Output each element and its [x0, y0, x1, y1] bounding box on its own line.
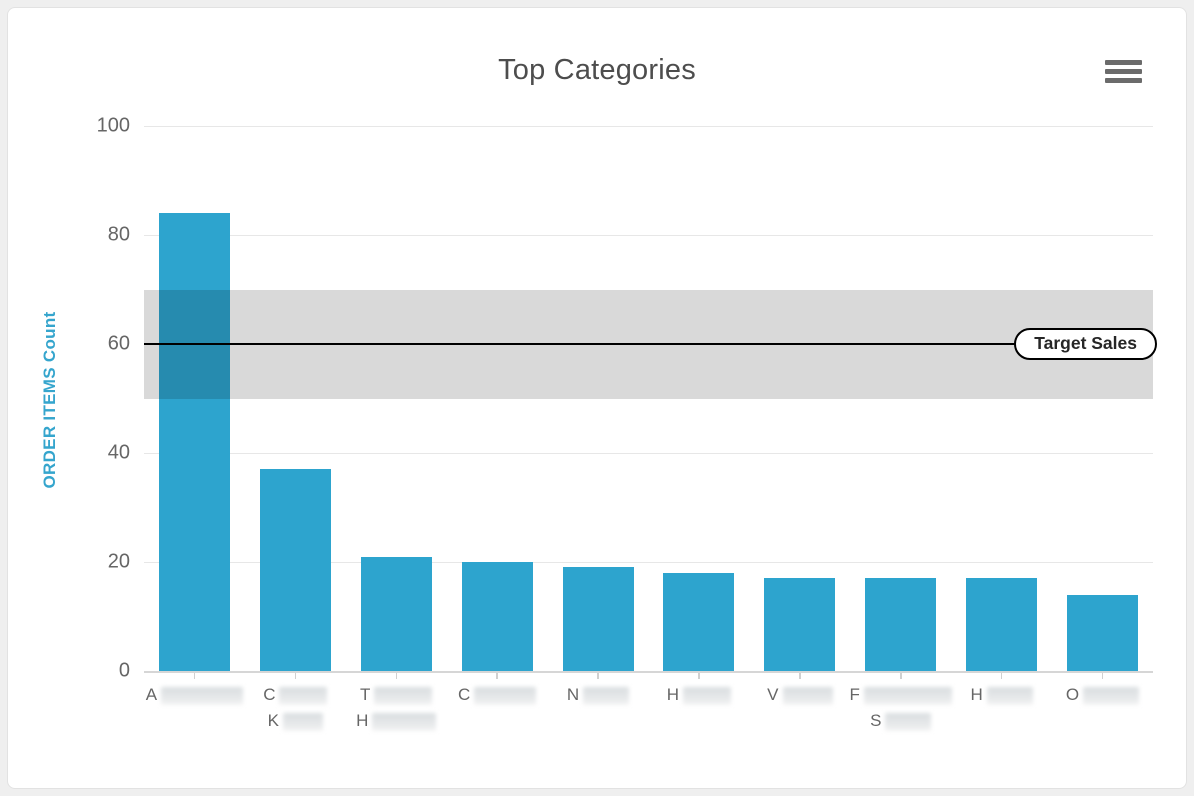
x-label-line: K: [235, 711, 356, 731]
x-label-line: S: [840, 711, 961, 731]
x-tick-9: [1000, 673, 1003, 679]
chart-title: Top Categories: [498, 54, 696, 86]
redacted-text-block: [372, 712, 437, 731]
x-tick-7: [799, 673, 801, 679]
redacted-text-block: [283, 712, 323, 731]
x-axis-label-9: H: [941, 685, 1062, 711]
x-label-prefix: K: [267, 711, 279, 730]
x-label-prefix: O: [1065, 685, 1080, 704]
x-axis-label-4: C: [437, 685, 558, 711]
x-label-line: N: [538, 685, 659, 705]
redacted-text-block: [863, 686, 952, 705]
target-line-label: Target Sales: [1014, 328, 1157, 360]
y-tick-label-0: 0: [118, 659, 130, 682]
x-label-prefix: N: [566, 685, 580, 704]
redacted-text-block: [885, 712, 932, 731]
redacted-text-block: [986, 686, 1033, 705]
x-label-prefix: T: [360, 685, 371, 704]
x-label-line: O: [1042, 685, 1163, 705]
bar-category-1[interactable]: [158, 213, 230, 671]
gridline-80: [144, 234, 1153, 236]
gridline-20: [144, 561, 1153, 563]
x-label-line: A: [134, 685, 255, 705]
gridline-100: [144, 125, 1153, 127]
x-label-prefix: V: [767, 685, 779, 704]
bar-category-2[interactable]: [259, 469, 331, 671]
x-label-prefix: H: [970, 685, 983, 704]
target-line: [144, 343, 1153, 345]
redacted-text-block: [583, 686, 630, 705]
x-tick-8: [900, 673, 902, 679]
x-label-prefix: C: [457, 685, 471, 704]
y-tick-label-60: 60: [107, 332, 130, 355]
x-label-prefix: C: [263, 685, 276, 704]
x-label-prefix: F: [849, 685, 860, 704]
bar-category-10[interactable]: [1067, 594, 1139, 671]
x-tick-1: [193, 673, 196, 679]
x-tick-6: [698, 673, 700, 679]
x-axis-label-5: N: [538, 685, 659, 711]
redacted-text-block: [474, 686, 537, 705]
bar-category-9[interactable]: [966, 578, 1038, 671]
x-axis-label-10: O: [1042, 685, 1163, 711]
x-label-line: F: [840, 685, 961, 705]
x-label-prefix: A: [145, 685, 158, 704]
hamburger-menu-icon: [1105, 60, 1155, 83]
x-label-prefix: S: [870, 711, 882, 730]
x-tick-5: [597, 673, 599, 679]
x-tick-4: [496, 673, 498, 679]
y-tick-label-80: 80: [107, 223, 130, 246]
x-label-line: T: [336, 685, 457, 705]
redacted-text-block: [161, 686, 244, 705]
y-tick-label-100: 100: [96, 114, 130, 137]
export-menu-button[interactable]: [1105, 60, 1155, 100]
x-axis-label-7: V: [739, 685, 860, 711]
redacted-text-block: [374, 686, 433, 705]
y-tick-label-20: 20: [107, 550, 130, 573]
x-axis-line: [144, 671, 1153, 673]
redacted-text-block: [782, 686, 833, 705]
bar-category-8[interactable]: [865, 578, 937, 671]
gridline-40: [144, 452, 1153, 454]
x-label-line: C: [437, 685, 558, 705]
bar-category-4[interactable]: [461, 562, 533, 671]
bar-category-3[interactable]: [360, 556, 432, 671]
x-label-line: V: [739, 685, 860, 705]
x-label-prefix: H: [356, 711, 369, 730]
bar-category-5[interactable]: [562, 567, 634, 671]
redacted-text-block: [1083, 686, 1140, 705]
x-label-line: H: [941, 685, 1062, 705]
x-tick-2: [294, 673, 297, 679]
x-label-prefix: H: [666, 685, 680, 704]
x-label-line: H: [336, 711, 457, 731]
x-tick-3: [395, 673, 397, 679]
x-axis-label-1: A: [134, 685, 255, 711]
x-tick-10: [1101, 673, 1104, 679]
bar-category-6[interactable]: [663, 572, 735, 671]
bar-category-7[interactable]: [764, 578, 836, 671]
x-axis-label-6: H: [639, 685, 760, 711]
redacted-text-block: [279, 686, 328, 705]
y-tick-label-40: 40: [107, 441, 130, 464]
x-label-line: H: [639, 685, 760, 705]
x-label-line: C: [235, 685, 356, 705]
redacted-text-block: [683, 686, 732, 705]
